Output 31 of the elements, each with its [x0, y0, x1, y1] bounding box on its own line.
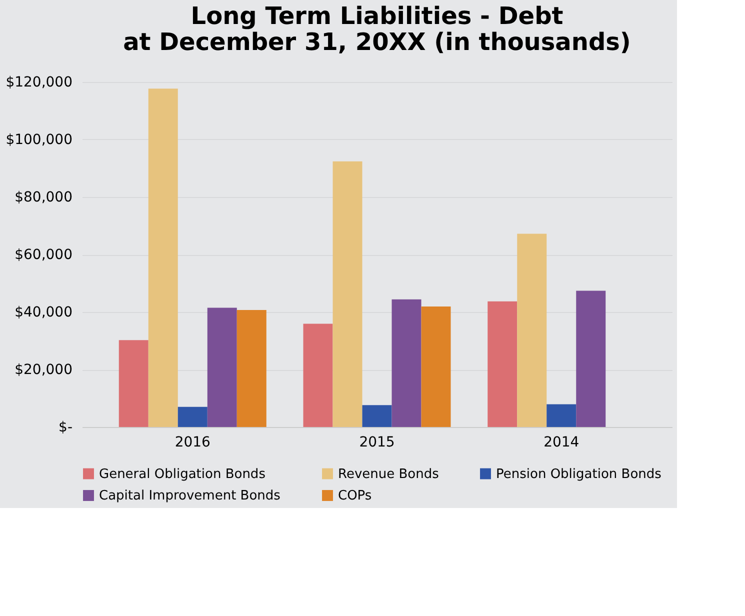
y-tick-label: $-: [58, 420, 72, 436]
bar: [362, 405, 392, 427]
bar: [421, 306, 451, 427]
bar: [303, 324, 333, 427]
x-tick-label: 2014: [544, 434, 580, 450]
legend-label: Pension Obligation Bonds: [496, 466, 662, 482]
y-tick-label: $60,000: [14, 247, 72, 263]
legend-label: Revenue Bonds: [338, 466, 440, 482]
bar: [178, 406, 208, 427]
bar: [392, 299, 422, 427]
text: at December 31, 20XX (in thousands): [123, 28, 631, 56]
bar: [517, 234, 547, 427]
bar: [488, 301, 518, 427]
legend-label: COPs: [338, 488, 372, 504]
text: Long Term Liabilities - Debt: [190, 2, 564, 30]
y-tick-label: $20,000: [14, 362, 72, 378]
bar: [236, 310, 266, 427]
y-tick-label: $40,000: [14, 304, 72, 320]
legend-label: Capital Improvement Bonds: [99, 488, 281, 504]
bar: [118, 340, 148, 427]
bar: [148, 88, 178, 427]
bar: [576, 290, 606, 427]
bar: [546, 404, 576, 427]
y-tick-label: $80,000: [14, 190, 72, 206]
y-tick-label: $120,000: [6, 74, 72, 90]
bar: [207, 308, 237, 427]
x-tick-label: 2016: [174, 434, 211, 450]
bar: [332, 161, 362, 427]
legend-label: General Obligation Bonds: [99, 466, 266, 482]
y-tick-label: $100,000: [6, 132, 72, 148]
x-tick-label: 2015: [359, 434, 395, 450]
